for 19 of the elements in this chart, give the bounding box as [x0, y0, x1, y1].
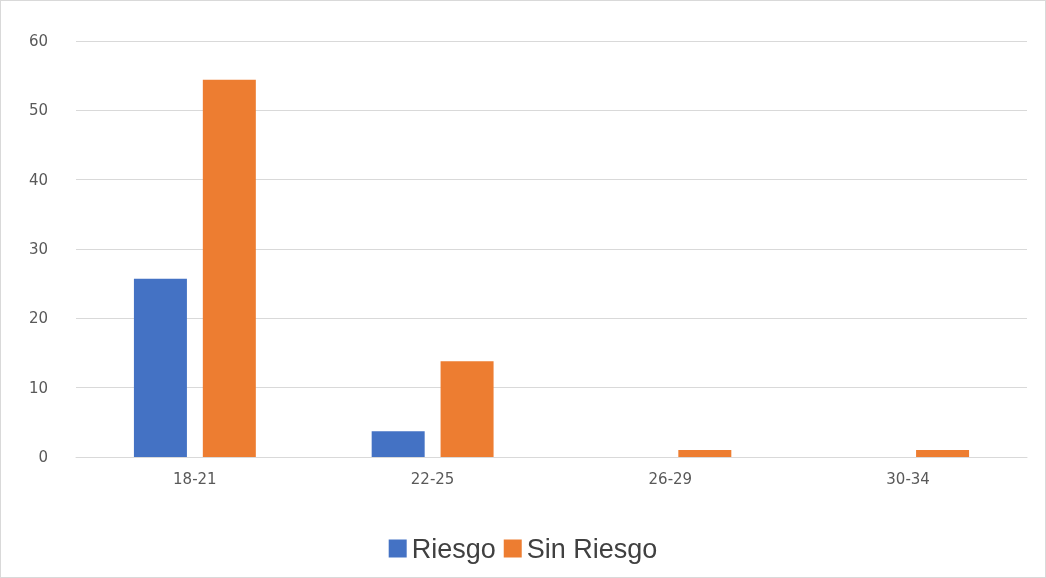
x-tick-label: 18-21	[173, 469, 217, 488]
y-tick-label: 0	[38, 448, 48, 466]
bar	[133, 278, 187, 457]
bar	[202, 79, 256, 457]
y-tick-label: 30	[28, 240, 48, 258]
x-tick-label: 22-25	[410, 469, 455, 488]
x-tick-label: 30-34	[886, 469, 930, 488]
legend-label: Sin Riesgo	[526, 533, 658, 564]
legend-label: Riesgo	[411, 533, 496, 564]
bar	[440, 361, 494, 457]
bar	[916, 450, 970, 457]
bar	[371, 431, 425, 457]
x-tick-label: 26-29	[648, 469, 693, 488]
y-tick-label: 10	[28, 378, 48, 397]
y-tick-label: 60	[28, 32, 48, 50]
y-tick-label: 40	[28, 170, 48, 189]
y-tick-label: 20	[28, 309, 48, 328]
bar	[678, 450, 732, 457]
y-tick-label: 50	[28, 101, 48, 120]
